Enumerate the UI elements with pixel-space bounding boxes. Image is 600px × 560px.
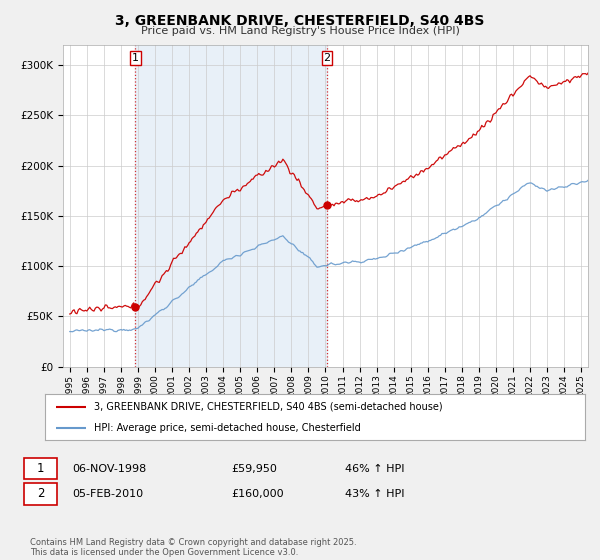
Text: 1: 1 bbox=[37, 462, 44, 475]
Text: £160,000: £160,000 bbox=[231, 489, 284, 499]
Text: HPI: Average price, semi-detached house, Chesterfield: HPI: Average price, semi-detached house,… bbox=[94, 423, 361, 433]
Text: 2: 2 bbox=[323, 53, 331, 63]
Text: 1: 1 bbox=[132, 53, 139, 63]
Text: 06-NOV-1998: 06-NOV-1998 bbox=[72, 464, 146, 474]
Text: 3, GREENBANK DRIVE, CHESTERFIELD, S40 4BS: 3, GREENBANK DRIVE, CHESTERFIELD, S40 4B… bbox=[115, 14, 485, 28]
Bar bbox=[136, 45, 327, 367]
Text: £59,950: £59,950 bbox=[231, 464, 277, 474]
Text: 43% ↑ HPI: 43% ↑ HPI bbox=[345, 489, 404, 499]
Text: Contains HM Land Registry data © Crown copyright and database right 2025.
This d: Contains HM Land Registry data © Crown c… bbox=[30, 538, 356, 557]
Text: 05-FEB-2010: 05-FEB-2010 bbox=[72, 489, 143, 499]
Point bbox=[130, 302, 140, 311]
Text: 2: 2 bbox=[37, 487, 44, 501]
Text: 46% ↑ HPI: 46% ↑ HPI bbox=[345, 464, 404, 474]
Point bbox=[322, 201, 332, 210]
Text: Price paid vs. HM Land Registry's House Price Index (HPI): Price paid vs. HM Land Registry's House … bbox=[140, 26, 460, 36]
Text: 3, GREENBANK DRIVE, CHESTERFIELD, S40 4BS (semi-detached house): 3, GREENBANK DRIVE, CHESTERFIELD, S40 4B… bbox=[94, 402, 442, 412]
